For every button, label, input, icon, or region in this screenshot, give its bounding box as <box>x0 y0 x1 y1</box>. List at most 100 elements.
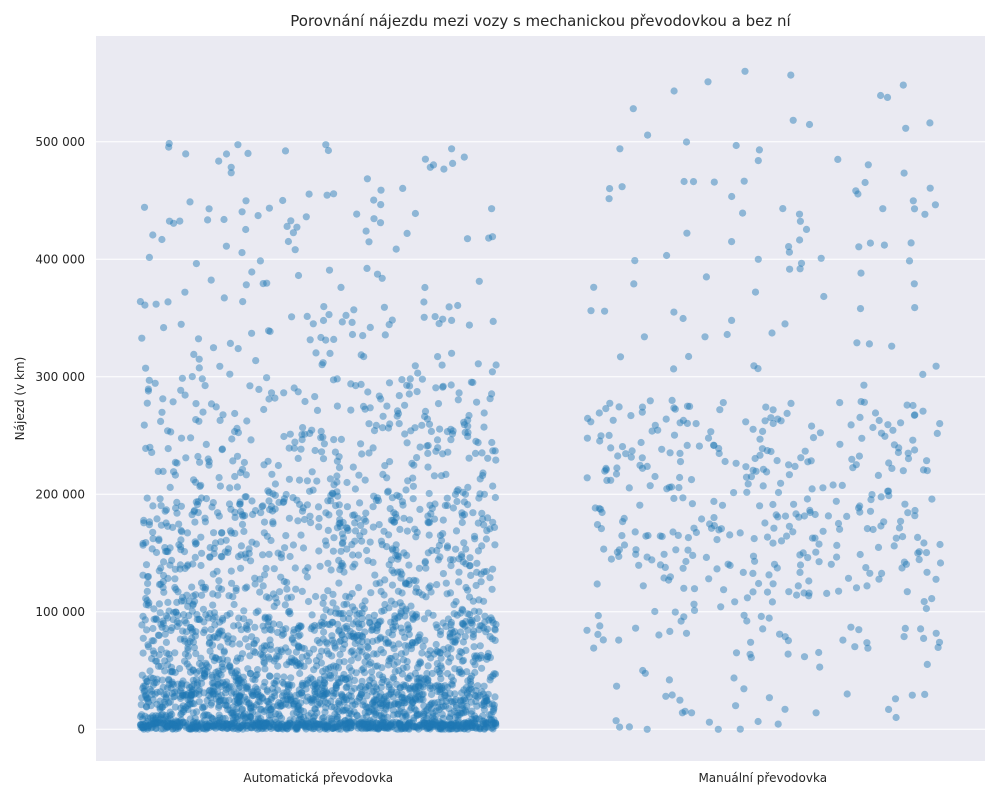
data-point <box>458 512 466 520</box>
data-point <box>362 720 370 728</box>
data-point <box>488 721 496 729</box>
data-point <box>341 720 349 728</box>
data-point <box>365 681 373 690</box>
data-point <box>854 190 862 198</box>
data-point <box>339 539 347 547</box>
data-point <box>612 717 620 725</box>
data-point <box>265 594 273 602</box>
data-point <box>741 67 749 75</box>
data-point <box>317 333 325 342</box>
data-point <box>808 422 816 430</box>
data-point <box>255 693 263 701</box>
data-point <box>705 575 713 583</box>
data-point <box>465 321 473 329</box>
data-point <box>363 713 371 721</box>
data-point <box>283 725 291 733</box>
data-point <box>320 628 328 636</box>
data-point <box>458 619 466 628</box>
data-point <box>594 630 602 639</box>
data-point <box>376 690 385 698</box>
data-point <box>150 637 158 645</box>
data-point <box>294 517 302 525</box>
data-point <box>199 704 207 712</box>
data-point <box>460 709 468 717</box>
data-point <box>373 627 381 635</box>
data-point <box>214 723 222 731</box>
data-point <box>162 693 170 701</box>
data-point <box>283 222 291 230</box>
data-point <box>406 375 414 383</box>
data-point <box>491 626 499 634</box>
data-point <box>149 674 157 682</box>
data-point <box>191 723 199 732</box>
data-point <box>265 497 273 505</box>
data-point <box>248 692 257 700</box>
data-point <box>284 701 293 709</box>
data-point <box>335 453 343 461</box>
data-point <box>376 699 384 708</box>
data-point <box>172 504 180 512</box>
data-point <box>230 711 238 719</box>
data-point <box>390 509 398 517</box>
data-point <box>435 320 443 328</box>
data-point <box>190 350 198 358</box>
data-point <box>224 548 232 557</box>
data-point <box>136 721 145 729</box>
data-point <box>199 583 207 591</box>
data-point <box>397 723 405 731</box>
data-point <box>444 694 452 702</box>
data-point <box>238 679 246 687</box>
data-point <box>424 720 432 728</box>
data-point <box>181 650 189 658</box>
data-point <box>286 719 294 727</box>
data-point <box>756 435 764 443</box>
data-point <box>476 723 485 731</box>
y-tick-label: 0 <box>77 722 85 736</box>
data-point <box>192 725 200 733</box>
data-point <box>338 530 346 538</box>
data-point <box>261 613 269 621</box>
data-point <box>475 277 483 285</box>
data-point <box>322 704 330 712</box>
data-point <box>416 505 424 513</box>
data-point <box>277 701 285 710</box>
data-point <box>381 720 389 728</box>
data-point <box>390 569 398 577</box>
data-point <box>829 481 837 489</box>
data-point <box>169 523 177 532</box>
data-point <box>359 664 368 673</box>
data-point <box>238 706 246 714</box>
data-point <box>173 498 181 506</box>
data-point <box>351 639 359 648</box>
data-point <box>316 639 324 647</box>
data-point <box>229 593 237 601</box>
data-point <box>836 525 844 533</box>
data-point <box>488 390 496 398</box>
data-point <box>329 599 337 607</box>
data-point <box>435 541 443 550</box>
data-point <box>251 676 259 684</box>
data-point <box>260 682 268 691</box>
data-point <box>894 448 903 457</box>
data-point <box>672 546 680 554</box>
data-point <box>851 643 859 651</box>
data-point <box>265 613 273 621</box>
data-point <box>355 720 363 728</box>
data-point <box>447 697 455 706</box>
data-point <box>224 638 232 646</box>
data-point <box>152 678 160 687</box>
data-point <box>227 529 236 537</box>
data-point <box>266 672 274 680</box>
data-point <box>140 688 148 696</box>
data-point <box>159 716 167 724</box>
data-point <box>486 654 494 662</box>
data-point <box>144 723 153 731</box>
data-point <box>385 629 393 637</box>
data-point <box>365 618 373 626</box>
data-point <box>319 667 327 676</box>
data-point <box>154 467 162 475</box>
data-point <box>377 186 385 194</box>
data-point <box>239 712 247 720</box>
data-point <box>231 697 239 705</box>
data-point <box>460 725 469 733</box>
